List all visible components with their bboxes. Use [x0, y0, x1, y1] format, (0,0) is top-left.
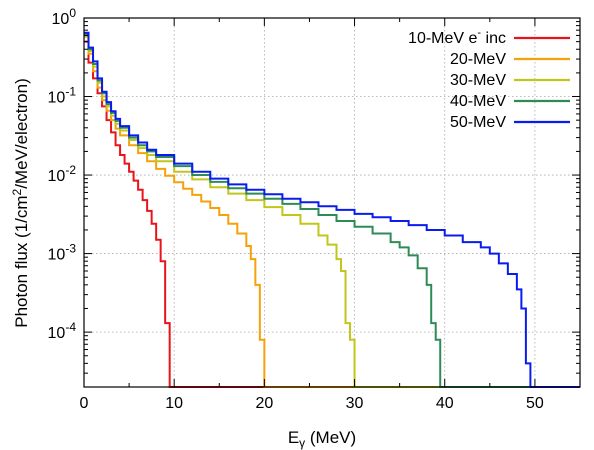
series-line-1 [84, 40, 580, 388]
ticks [83, 17, 580, 387]
tick-labels: 0 10 20 30 40 50 100 10-1 10-2 10-3 10-4 [48, 6, 544, 412]
legend-label-5: 50-MeV [450, 114, 506, 131]
x-axis-label: Eγ (MeV) [288, 428, 356, 450]
x-tick-label: 10 [165, 395, 183, 412]
series-line-2 [84, 35, 580, 388]
legend: 10-MeV e- inc 20-MeV 30-MeV 40-MeV 50-MeV [408, 27, 570, 131]
series-line-5 [84, 31, 580, 388]
y-tick-label: 10-3 [48, 242, 77, 264]
x-tick-label: 0 [80, 395, 89, 412]
x-tick-label: 30 [346, 395, 364, 412]
y-tick-label: 100 [52, 6, 77, 28]
y-tick-label: 10-1 [48, 85, 77, 107]
y-tick-label: 10-4 [48, 320, 77, 342]
y-axis-label: Photon flux (1/cm2/MeV/electron) [10, 78, 31, 328]
y-tick-label: 10-2 [48, 163, 77, 185]
legend-label-4: 40-MeV [450, 93, 506, 110]
legend-label-2: 20-MeV [450, 51, 506, 68]
legend-label-1: 10-MeV e- inc [408, 27, 506, 47]
x-tick-label: 20 [255, 395, 273, 412]
legend-label-3: 30-MeV [450, 72, 506, 89]
x-tick-label: 40 [436, 395, 454, 412]
x-tick-label: 50 [526, 395, 544, 412]
series-layer [84, 31, 580, 388]
plot-frame [83, 17, 581, 388]
